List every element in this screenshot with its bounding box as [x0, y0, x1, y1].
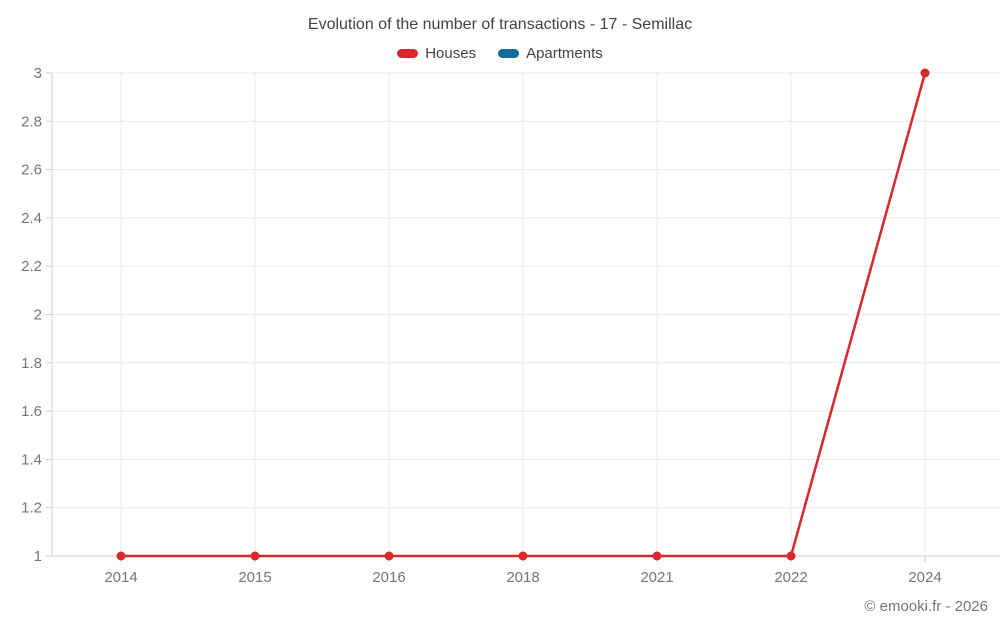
x-tick-label: 2014 — [104, 569, 137, 586]
legend: Houses Apartments — [0, 45, 1000, 62]
gridlines — [52, 72, 1000, 557]
x-tick-label: 2022 — [774, 569, 807, 586]
y-tick-label: 2.2 — [21, 258, 42, 275]
y-tick-label: 2.8 — [21, 113, 42, 130]
x-axis-labels: 2014 2015 2016 2018 2021 2022 2024 — [104, 569, 941, 586]
y-tick-label: 2.4 — [21, 210, 42, 227]
y-axis-labels: 1 1.2 1.4 1.6 1.8 2 2.2 2.4 2.6 2.8 3 — [21, 65, 42, 565]
x-tick-label: 2016 — [372, 569, 405, 586]
x-tick-label: 2021 — [640, 569, 673, 586]
legend-item-apartments[interactable]: Apartments — [498, 45, 603, 62]
data-point[interactable] — [518, 551, 528, 561]
y-tick-label: 1.8 — [21, 355, 42, 372]
data-point[interactable] — [116, 551, 126, 561]
data-point[interactable] — [250, 551, 260, 561]
series-houses — [116, 68, 930, 561]
data-point[interactable] — [920, 68, 930, 78]
data-point[interactable] — [652, 551, 662, 561]
y-tick-label: 1.4 — [21, 451, 42, 468]
y-tick-label: 1.6 — [21, 403, 42, 420]
apartments-swatch-icon — [498, 49, 520, 58]
data-point[interactable] — [384, 551, 394, 561]
y-tick-label: 1 — [34, 548, 42, 565]
x-tick-label: 2024 — [908, 569, 941, 586]
legend-label-apartments: Apartments — [526, 45, 603, 62]
houses-swatch-icon — [397, 49, 419, 58]
x-tick-label: 2015 — [238, 569, 271, 586]
y-tick-label: 2 — [34, 307, 42, 324]
y-tick-label: 1.2 — [21, 500, 42, 517]
y-tick-label: 3 — [34, 65, 42, 82]
x-tick-label: 2018 — [506, 569, 539, 586]
y-tick-label: 2.6 — [21, 162, 42, 179]
data-point[interactable] — [786, 551, 796, 561]
legend-item-houses[interactable]: Houses — [397, 45, 476, 62]
copyright-credit: © emooki.fr - 2026 — [864, 598, 988, 615]
chart-title: Evolution of the number of transactions … — [307, 16, 693, 33]
legend-label-houses: Houses — [425, 45, 477, 62]
